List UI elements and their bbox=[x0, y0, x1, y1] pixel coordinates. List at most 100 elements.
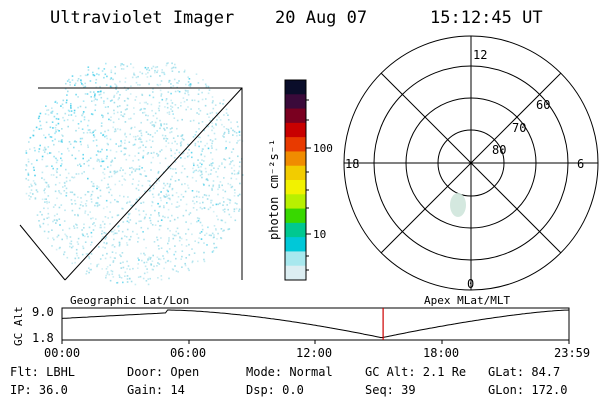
uv-dot bbox=[130, 126, 133, 129]
uv-dot bbox=[98, 160, 101, 163]
uv-dot bbox=[157, 213, 160, 215]
uv-dot bbox=[105, 84, 108, 86]
uv-dot bbox=[52, 167, 54, 170]
uv-dot bbox=[176, 227, 179, 230]
uv-dot bbox=[134, 135, 137, 138]
uv-dot bbox=[159, 197, 162, 199]
uv-dot bbox=[160, 95, 162, 97]
uv-dot bbox=[205, 86, 208, 89]
uv-dot bbox=[55, 248, 58, 251]
colorbar-band bbox=[285, 151, 306, 167]
uv-dot bbox=[200, 140, 202, 143]
uv-dot bbox=[145, 213, 147, 216]
uv-dot bbox=[180, 193, 183, 196]
uv-dot bbox=[197, 260, 199, 263]
uv-dot bbox=[52, 127, 54, 129]
uv-dot bbox=[91, 185, 94, 187]
uv-dot bbox=[131, 76, 134, 79]
uv-dot bbox=[145, 175, 148, 177]
uv-dot bbox=[189, 212, 192, 214]
uv-dot bbox=[138, 213, 141, 216]
uv-dot bbox=[99, 93, 102, 96]
uv-dot bbox=[132, 230, 134, 233]
uv-dot bbox=[157, 172, 160, 174]
uv-dot bbox=[93, 91, 95, 93]
uv-dot bbox=[196, 217, 199, 219]
uv-dot bbox=[167, 208, 170, 211]
uv-dot bbox=[96, 144, 98, 147]
uv-dot bbox=[81, 128, 84, 130]
uv-dot bbox=[97, 196, 99, 199]
uv-dot bbox=[216, 238, 218, 240]
uv-dot bbox=[150, 222, 152, 224]
uv-dot bbox=[147, 258, 149, 260]
uv-dot bbox=[54, 204, 57, 206]
uv-dot bbox=[158, 178, 160, 180]
uv-dot bbox=[200, 170, 203, 173]
uv-dot bbox=[109, 100, 112, 102]
uv-dot bbox=[223, 201, 225, 203]
uv-dot bbox=[188, 154, 190, 157]
uv-dot bbox=[142, 201, 145, 204]
uv-dot bbox=[234, 219, 237, 222]
uv-dot bbox=[97, 263, 100, 266]
uv-dot bbox=[193, 99, 196, 102]
uv-dot bbox=[180, 135, 182, 137]
uv-dot bbox=[212, 210, 215, 213]
uv-dot bbox=[207, 147, 210, 150]
uv-dot bbox=[180, 101, 182, 104]
uv-dot bbox=[197, 82, 200, 84]
uv-dot bbox=[74, 157, 77, 160]
uv-dot bbox=[129, 212, 131, 215]
uv-dot bbox=[97, 150, 99, 152]
uv-dot bbox=[135, 201, 137, 204]
uv-dot bbox=[211, 189, 213, 191]
uv-dot bbox=[211, 158, 214, 160]
uv-dot bbox=[195, 195, 198, 198]
uv-dot bbox=[145, 131, 148, 133]
uv-dot bbox=[208, 89, 211, 91]
uv-dot bbox=[65, 234, 68, 237]
uv-dot bbox=[55, 157, 57, 160]
uv-dot bbox=[170, 92, 172, 95]
uv-dot bbox=[25, 177, 27, 180]
uv-dot bbox=[98, 204, 101, 206]
uv-dot bbox=[237, 172, 240, 174]
uv-dot bbox=[88, 271, 90, 274]
uv-dot bbox=[188, 243, 190, 246]
uv-dot bbox=[203, 194, 206, 196]
uv-dot bbox=[90, 235, 93, 238]
uv-dot bbox=[211, 111, 214, 114]
uv-dot bbox=[184, 183, 186, 185]
uv-dot bbox=[223, 158, 225, 160]
uv-dot bbox=[92, 217, 94, 219]
uv-dot bbox=[106, 75, 108, 78]
uv-dot bbox=[30, 189, 33, 191]
uv-dot bbox=[62, 106, 64, 109]
uv-dot bbox=[157, 202, 159, 205]
uv-dot bbox=[115, 88, 117, 90]
uv-dot bbox=[116, 170, 119, 173]
uv-dot bbox=[204, 234, 206, 236]
uv-dot bbox=[84, 235, 86, 238]
uv-dot bbox=[199, 109, 202, 112]
uv-dot bbox=[71, 209, 74, 212]
uv-dot bbox=[170, 105, 172, 107]
x-tick-1800: 18:00 bbox=[423, 346, 459, 360]
uv-dot bbox=[112, 233, 115, 236]
uv-dot bbox=[181, 250, 184, 252]
uv-dot bbox=[43, 207, 45, 210]
uv-dot bbox=[83, 227, 85, 229]
uv-dot bbox=[47, 212, 50, 215]
uv-dot bbox=[89, 195, 92, 198]
uv-dot bbox=[86, 93, 89, 95]
uv-dot bbox=[181, 134, 184, 136]
uv-dot bbox=[132, 135, 135, 138]
uv-dot bbox=[164, 157, 167, 160]
uv-dot bbox=[137, 147, 140, 149]
uv-dot bbox=[201, 91, 203, 94]
uv-dot bbox=[102, 236, 104, 238]
uv-dot bbox=[92, 140, 95, 142]
uv-dot bbox=[167, 91, 170, 93]
uv-dot bbox=[230, 161, 232, 163]
